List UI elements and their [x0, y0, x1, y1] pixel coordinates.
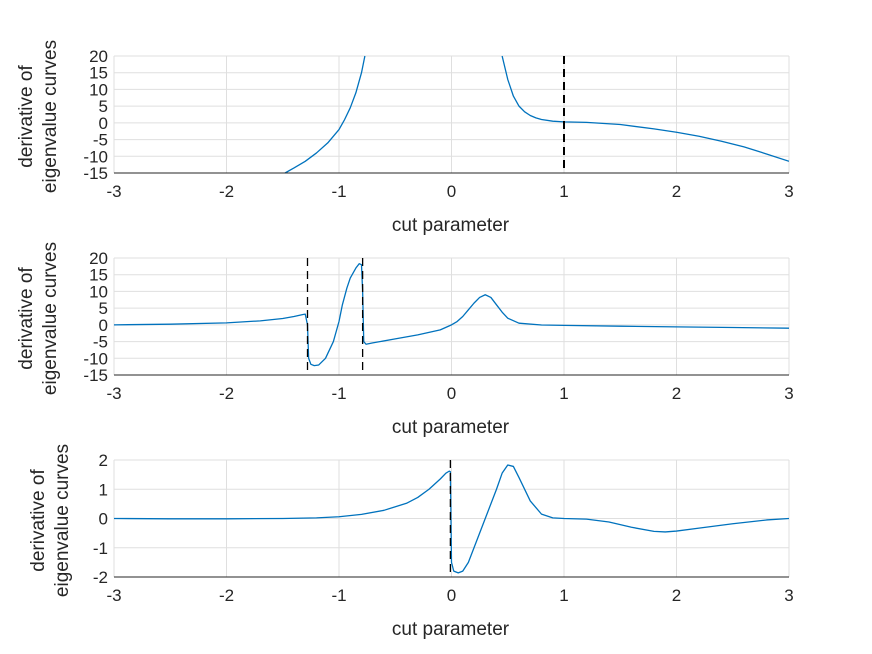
y-tick-label: 1	[99, 480, 108, 499]
y-tick-label: -1	[93, 539, 108, 558]
x-tick-label: 3	[784, 384, 793, 403]
y-tick-label: -15	[83, 366, 108, 385]
x-tick-label: 0	[447, 384, 456, 403]
x-tick-label: -1	[331, 182, 346, 201]
y-tick-label: 10	[89, 282, 108, 301]
y-axis-label-line: derivative of	[28, 469, 49, 572]
y-tick-label: -5	[93, 131, 108, 150]
x-tick-label: -1	[331, 384, 346, 403]
y-tick-label: 5	[99, 97, 108, 116]
y-tick-label: -10	[83, 349, 108, 368]
x-tick-label: 2	[672, 182, 681, 201]
y-axis-label-line: eigenvalue curves	[40, 40, 61, 193]
x-tick-label: -1	[331, 586, 346, 605]
x-tick-label: 2	[672, 586, 681, 605]
x-tick-label: 1	[559, 384, 568, 403]
x-tick-label: -3	[106, 384, 121, 403]
x-tick-label: -3	[106, 586, 121, 605]
x-axis-label: cut parameter	[392, 417, 510, 438]
y-tick-label: 2	[99, 451, 108, 470]
x-tick-label: -2	[219, 384, 234, 403]
x-tick-label: 0	[447, 182, 456, 201]
x-tick-label: 2	[672, 384, 681, 403]
x-tick-label: 1	[559, 586, 568, 605]
x-tick-label: -2	[219, 586, 234, 605]
x-tick-label: -3	[106, 182, 121, 201]
y-tick-label: -2	[93, 568, 108, 587]
y-tick-label: 15	[89, 266, 108, 285]
y-axis-label-line: derivative of	[16, 267, 37, 370]
y-tick-label: 0	[99, 114, 108, 133]
y-tick-label: -10	[83, 147, 108, 166]
y-tick-label: 0	[99, 316, 108, 335]
y-tick-label: 20	[89, 47, 108, 66]
x-tick-label: -2	[219, 182, 234, 201]
y-tick-label: 5	[99, 299, 108, 318]
x-tick-label: 1	[559, 182, 568, 201]
series-line	[284, 55, 366, 174]
y-tick-label: -15	[83, 164, 108, 183]
x-tick-label: 3	[784, 182, 793, 201]
x-axis-label: cut parameter	[392, 215, 510, 236]
y-axis-label-line: derivative of	[16, 65, 37, 168]
y-tick-label: 15	[89, 64, 108, 83]
y-tick-label: 0	[99, 510, 108, 529]
y-tick-label: 20	[89, 249, 108, 268]
y-axis-label-line: eigenvalue curves	[40, 242, 61, 395]
x-axis-label: cut parameter	[392, 619, 510, 640]
series-line	[114, 464, 789, 574]
y-tick-label: 10	[89, 80, 108, 99]
x-tick-label: 0	[447, 586, 456, 605]
y-axis-label-line: eigenvalue curves	[52, 444, 73, 597]
series-line	[114, 263, 789, 367]
y-tick-label: -5	[93, 333, 108, 352]
x-tick-label: 3	[784, 586, 793, 605]
